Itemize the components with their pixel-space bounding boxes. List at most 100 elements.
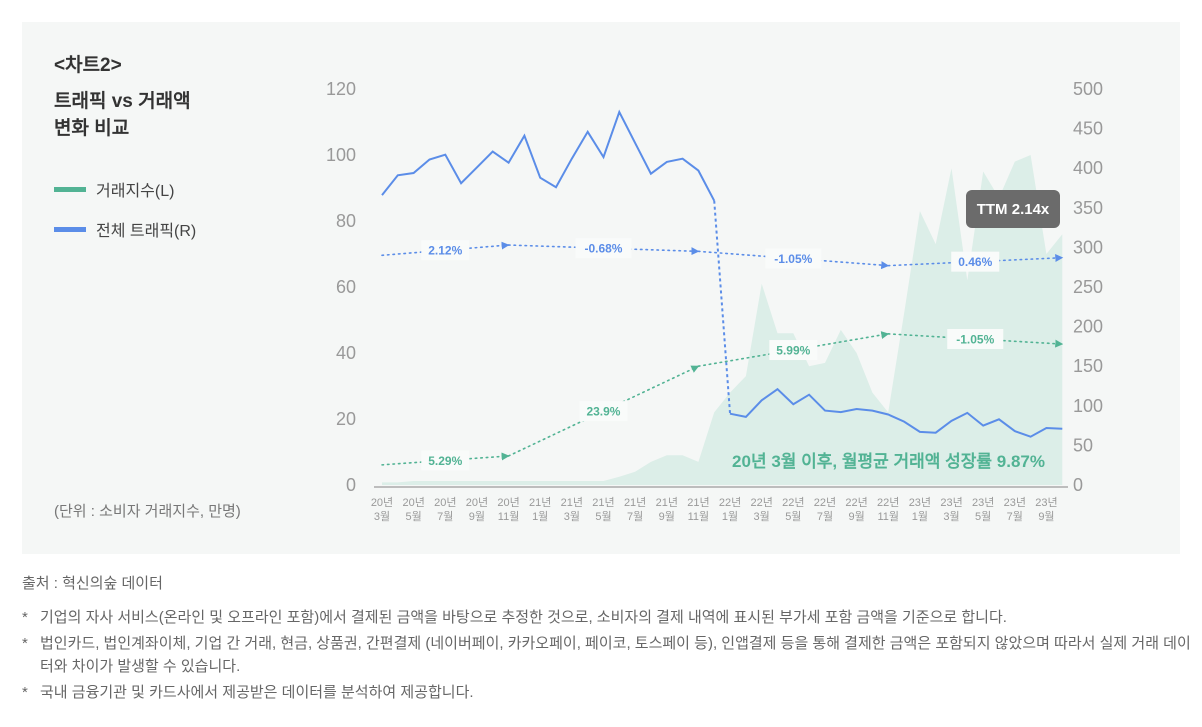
right-axis-tick: 200 xyxy=(1073,317,1103,337)
x-axis-tick-month: 5월 xyxy=(975,510,991,523)
x-axis-tick-month: 5월 xyxy=(785,510,801,523)
x-axis-tick-month: 7월 xyxy=(627,510,643,523)
trend-arrow xyxy=(381,452,510,466)
footnote: * 법인카드, 법인계좌이체, 기업 간 거래, 현금, 상품권, 간편결제 (네… xyxy=(22,632,1192,678)
trend-label: 0.46% xyxy=(958,255,992,269)
trend-label: 23.9% xyxy=(586,405,620,419)
unit-note: (단위 : 소비자 거래지수, 만명) xyxy=(54,503,241,520)
right-axis-tick: 50 xyxy=(1073,435,1093,455)
right-axis-tick: 450 xyxy=(1073,119,1103,139)
right-axis-tick: 150 xyxy=(1073,356,1103,376)
trend-label-bg xyxy=(765,248,822,269)
x-axis-tick-year: 23년 xyxy=(909,496,931,509)
x-axis-tick-month: 9월 xyxy=(848,510,864,523)
trend-label-bg xyxy=(769,340,818,361)
trend-label: 5.99% xyxy=(776,344,810,358)
chart-title-line2: 변화 비교 xyxy=(54,118,130,139)
left-axis-tick: 80 xyxy=(336,211,356,231)
x-axis-tick-month: 7월 xyxy=(1007,510,1023,523)
x-axis-tick-month: 11월 xyxy=(498,510,520,523)
legend-item-traffic: 전체 트래픽(R) xyxy=(54,217,196,241)
x-axis-tick-year: 23년 xyxy=(1004,496,1026,509)
x-axis-tick-month: 9월 xyxy=(469,510,485,523)
x-axis-tick-month: 9월 xyxy=(1038,510,1054,523)
legend-swatch-blue xyxy=(54,226,86,232)
x-axis-tick-year: 21년 xyxy=(687,496,709,509)
left-axis-tick: 20 xyxy=(336,409,356,429)
x-axis-tick-year: 22년 xyxy=(845,496,867,509)
trend-label: -1.05% xyxy=(774,252,812,266)
source-note: 출처 : 혁신의숲 데이터 xyxy=(22,575,163,592)
trend-label-bg xyxy=(951,251,1000,272)
legend-label: 전체 트래픽(R) xyxy=(96,223,197,240)
trend-label: 2.12% xyxy=(428,244,462,258)
trend-label-bg xyxy=(421,450,470,471)
x-axis-tick-month: 7월 xyxy=(437,510,453,523)
x-axis-tick-year: 20년 xyxy=(497,496,519,509)
right-axis-tick: 100 xyxy=(1073,396,1103,416)
x-axis-tick-year: 23년 xyxy=(972,496,994,509)
x-axis-tick-month: 11월 xyxy=(877,510,899,523)
left-axis-tick: 100 xyxy=(326,145,356,165)
chart-number-label: <차트2> xyxy=(54,55,122,76)
trend-arrow xyxy=(697,331,890,368)
chart-title-line1: 트래픽 vs 거래액 xyxy=(54,91,191,112)
traffic-line-drop xyxy=(713,200,732,414)
x-axis-tick-month: 3월 xyxy=(374,510,390,523)
x-axis-tick-year: 22년 xyxy=(814,496,836,509)
legend-swatch-green xyxy=(54,186,86,192)
x-axis-tick-year: 22년 xyxy=(877,496,899,509)
legend-label: 거래지수(L) xyxy=(96,183,175,200)
right-axis-tick: 250 xyxy=(1073,277,1103,297)
footnote: * 국내 금융기관 및 카드사에서 제공받은 데이터를 분석하여 제공합니다. xyxy=(22,681,1192,704)
left-axis-tick: 0 xyxy=(346,475,356,495)
x-axis-tick-year: 23년 xyxy=(1035,496,1057,509)
right-axis-tick: 300 xyxy=(1073,237,1103,257)
trend-arrow xyxy=(381,241,510,257)
legend-item-transaction: 거래지수(L) xyxy=(54,177,174,201)
x-axis-tick-year: 21년 xyxy=(529,496,551,509)
area-series-transaction-index xyxy=(382,155,1063,485)
x-axis-tick-year: 23년 xyxy=(940,496,962,509)
footnote-bullet: * xyxy=(22,684,28,701)
x-axis-tick-month: 3월 xyxy=(943,510,959,523)
footnote-text: 기업의 자사 서비스(온라인 및 오프라인 포함)에서 결제된 금액을 바탕으로… xyxy=(40,609,1007,626)
x-axis-tick-year: 22년 xyxy=(782,496,804,509)
x-axis-tick-year: 20년 xyxy=(466,496,488,509)
trend-arrow xyxy=(887,333,1064,348)
chart-title: 트래픽 vs 거래액 변화 비교 xyxy=(54,88,294,142)
footnote-text: 법인카드, 법인계좌이체, 기업 간 거래, 현금, 상품권, 간편결제 (네이… xyxy=(40,635,1191,675)
x-axis-tick-year: 20년 xyxy=(371,496,393,509)
x-axis-tick-month: 1월 xyxy=(722,510,738,523)
left-axis-tick: 60 xyxy=(336,277,356,297)
x-axis-tick-month: 11월 xyxy=(688,510,710,523)
trend-label: -1.05% xyxy=(956,332,994,346)
ttm-badge: TTM 2.14x xyxy=(966,190,1060,228)
footnote-bullet: * xyxy=(22,635,28,652)
x-axis-tick-year: 20년 xyxy=(434,496,456,509)
x-axis-tick-year: 20년 xyxy=(402,496,424,509)
trend-arrow xyxy=(887,254,1064,267)
trend-label: -0.68% xyxy=(584,242,622,256)
left-axis-tick: 120 xyxy=(326,79,356,99)
footnote-text: 국내 금융기관 및 카드사에서 제공받은 데이터를 분석하여 제공합니다. xyxy=(40,684,474,701)
x-axis-tick-year: 22년 xyxy=(751,496,773,509)
x-axis-tick-year: 22년 xyxy=(719,496,741,509)
trend-label-bg xyxy=(421,240,470,261)
x-axis-tick-month: 5월 xyxy=(595,510,611,523)
footnote-bullet: * xyxy=(22,609,28,626)
x-axis-tick-year: 21년 xyxy=(624,496,646,509)
x-axis-tick-month: 7월 xyxy=(817,510,833,523)
x-axis-tick-month: 3월 xyxy=(564,510,580,523)
footnote: * 기업의 자사 서비스(온라인 및 오프라인 포함)에서 결제된 금액을 바탕으… xyxy=(22,606,1192,629)
right-axis-tick: 0 xyxy=(1073,475,1083,495)
right-axis-tick: 400 xyxy=(1073,158,1103,178)
x-axis-tick-month: 3월 xyxy=(754,510,770,523)
x-axis-tick-month: 9월 xyxy=(659,510,675,523)
trend-label: 5.29% xyxy=(428,454,462,468)
right-axis-tick: 500 xyxy=(1073,79,1103,99)
right-axis-tick: 350 xyxy=(1073,198,1103,218)
trend-label-bg xyxy=(947,328,1004,349)
footnotes: * 기업의 자사 서비스(온라인 및 오프라인 포함)에서 결제된 금액을 바탕으… xyxy=(22,606,1192,707)
x-axis-tick-month: 5월 xyxy=(406,510,422,523)
